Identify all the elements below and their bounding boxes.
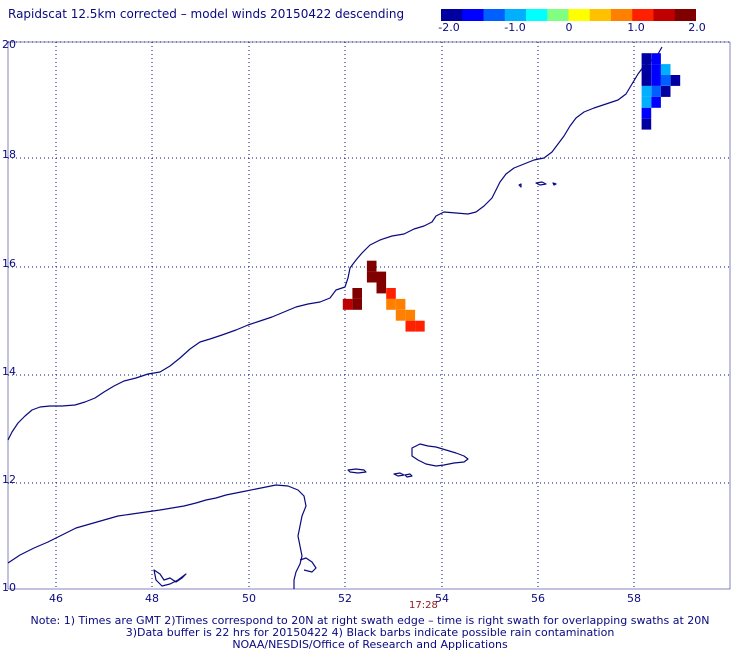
kuria-muria-island (552, 182, 557, 186)
colorbar-tick-label: -2.0 (438, 21, 460, 34)
somali-lakes (153, 569, 187, 587)
lat-label: 18 (2, 148, 16, 161)
wind-cell (366, 260, 377, 272)
lon-label: 46 (49, 592, 63, 605)
wind-swath (342, 53, 681, 332)
socotra-island (411, 443, 469, 467)
lon-label: 56 (531, 592, 545, 605)
lon-label: 52 (338, 592, 352, 605)
coastline-arabia (7, 46, 663, 441)
colorbar-swatch (441, 9, 463, 21)
wind-cell (641, 96, 652, 108)
wind-cell (376, 282, 387, 294)
coastlines (7, 46, 663, 589)
lon-label: 50 (242, 592, 256, 605)
coastline-africa (7, 484, 307, 589)
wind-cell (641, 118, 652, 130)
wind-cell (660, 86, 671, 97)
wind-cell (376, 271, 387, 283)
samhah-island (393, 472, 405, 477)
colorbar-swatch (653, 9, 676, 21)
colorbar-swatch (547, 9, 569, 21)
abd-al-kuri-island (347, 468, 367, 474)
colorbar-swatch (632, 9, 654, 21)
kuria-muria-island (535, 181, 547, 186)
footer-notes: Note: 1) Times are GMT 2)Times correspon… (0, 615, 740, 651)
colorbar-tick-label: 2.0 (688, 21, 706, 34)
wind-cell (395, 309, 406, 321)
colorbar-swatch (504, 9, 527, 21)
wind-cell (660, 64, 671, 75)
wind-cell (641, 75, 652, 86)
wind-cell (405, 320, 416, 332)
lat-label: 20 (2, 38, 16, 51)
colorbar (441, 9, 696, 21)
colorbar-swatch (526, 9, 548, 21)
pass-time-label: 17:28 (409, 600, 438, 611)
wind-cell (395, 298, 406, 310)
gridlines (8, 41, 730, 589)
note-line: NOAA/NESDIS/Office of Research and Appli… (232, 638, 508, 651)
wind-cell (660, 75, 671, 86)
wind-cell (641, 64, 652, 75)
map-title: Rapidscat 12.5km corrected – model winds… (8, 7, 405, 21)
map-frame (7, 41, 731, 590)
colorbar-swatch (462, 9, 484, 21)
wind-cell (352, 298, 362, 310)
lon-label: 58 (627, 592, 641, 605)
kuria-muria-island (518, 183, 522, 188)
wind-cell (651, 86, 661, 97)
wind-cell (641, 107, 652, 119)
lat-label: 12 (2, 473, 16, 486)
colorbar-tick-label: 0 (565, 21, 573, 34)
colorbar-tick-label: 1.0 (627, 21, 645, 34)
wind-cell (670, 75, 681, 86)
wind-cell (415, 320, 425, 332)
wind-cell (641, 53, 652, 65)
darsah-island (404, 473, 413, 478)
coastline-cape (299, 557, 317, 573)
wind-cell (651, 96, 661, 108)
colorbar-swatch (611, 9, 633, 21)
lon-label: 54 (435, 592, 449, 605)
lat-label: 16 (2, 257, 16, 270)
colorbar-swatch (589, 9, 612, 21)
wind-cell (641, 86, 652, 97)
colorbar-swatch (674, 9, 696, 21)
lat-label: 14 (2, 365, 16, 378)
wind-cell (651, 53, 661, 65)
wind-cell (386, 298, 396, 310)
note-line: 3)Data buffer is 22 hrs for 20150422 4) … (125, 626, 615, 639)
colorbar-swatch (568, 9, 591, 21)
lon-label: 48 (145, 592, 159, 605)
wind-cell (405, 309, 416, 321)
wind-cell (651, 75, 661, 86)
wind-cell (366, 271, 377, 283)
wind-cell (651, 64, 661, 75)
lat-label: 10 (2, 581, 16, 594)
colorbar-tick-label: -1.0 (504, 21, 526, 34)
wind-cell (342, 298, 353, 310)
wind-cell (352, 288, 362, 299)
wind-cell (386, 288, 396, 299)
colorbar-swatch (483, 9, 506, 21)
note-line: Note: 1) Times are GMT 2)Times correspon… (30, 614, 710, 627)
